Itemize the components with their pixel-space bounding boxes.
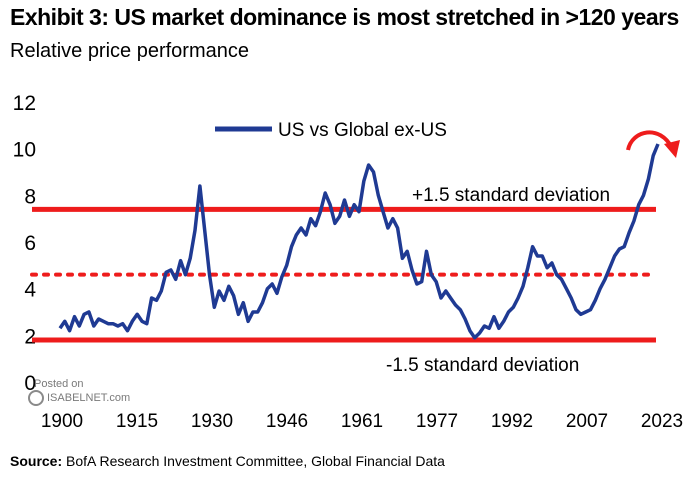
x-tick-label: 2007 (566, 411, 608, 432)
y-tick-label: 2 (24, 325, 36, 348)
y-tick-label: 12 (13, 92, 36, 115)
curved-arrow-icon (626, 130, 674, 151)
x-tick-label: 1930 (191, 411, 233, 432)
annotations: +1.5 standard deviation -1.5 standard dev… (386, 130, 680, 376)
x-tick-label: 1915 (116, 411, 158, 432)
y-tick-label: 10 (13, 139, 36, 162)
arrow-head-icon (664, 140, 680, 158)
legend-label: US vs Global ex-US (278, 120, 447, 141)
chart-title: Exhibit 3: US market dominance is most s… (10, 4, 679, 30)
reference-lines (30, 206, 658, 343)
y-tick-label: 0 (24, 372, 36, 395)
watermark-line-2: ISABELNET.com (47, 391, 131, 404)
line-chart: 0 2 4 6 8 10 12 1900 1915 1930 1946 1961 1977 1992 20… (13, 92, 684, 432)
series-lines (58, 143, 660, 340)
source-text: BofA Research Investment Committee, Glob… (66, 453, 445, 469)
series-line (58, 143, 660, 340)
lower-band-label: -1.5 standard deviation (386, 355, 579, 376)
upper-band-label: +1.5 standard deviation (412, 185, 610, 206)
isabelnet-logo-icon (28, 390, 44, 406)
chart-subtitle: Relative price performance (10, 40, 249, 62)
y-axis-ticks: 0 2 4 6 8 10 12 (13, 92, 37, 395)
watermark: Posted on ISABELNET.com (28, 378, 130, 406)
x-tick-label: 1977 (416, 411, 458, 432)
y-tick-label: 6 (24, 232, 36, 255)
x-tick-label: 2023 (641, 411, 683, 432)
x-tick-label: 1992 (491, 411, 533, 432)
x-tick-label: 1961 (341, 411, 383, 432)
y-tick-label: 8 (24, 185, 36, 208)
x-tick-label: 1946 (266, 411, 308, 432)
watermark-line-1: Posted on (34, 378, 84, 390)
x-axis-ticks: 1900 1915 1930 1946 1961 1977 1992 2007 2023 (41, 411, 683, 432)
x-tick-label: 1900 (41, 411, 83, 432)
source-label: Source: (10, 453, 63, 469)
legend: US vs Global ex-US (215, 120, 447, 141)
source-note: Source: BofA Research Investment Committ… (10, 453, 445, 469)
y-tick-label: 4 (24, 279, 36, 302)
